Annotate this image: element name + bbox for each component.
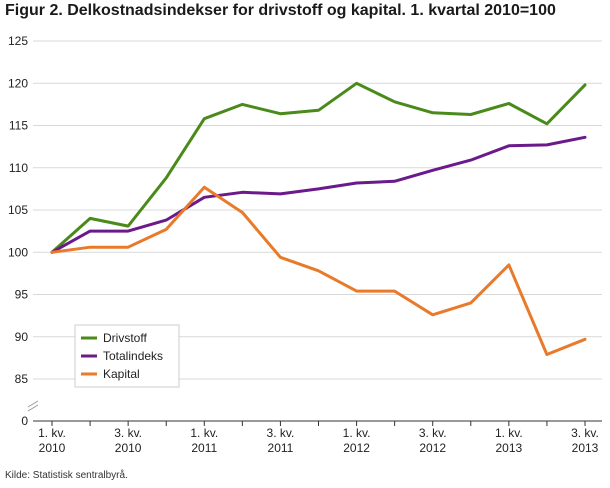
series-line-totalindeks	[50, 135, 587, 254]
legend: Drivstoff Totalindeks Kapital	[74, 324, 180, 388]
y-tick-label-0: 0	[21, 414, 28, 428]
y-tick-label-90: 90	[15, 330, 29, 344]
chart-title: Figur 2. Delkostnadsindekser for drivsto…	[5, 2, 556, 19]
legend-label-kapital: Kapital	[103, 367, 140, 381]
y-tick-label-85: 85	[15, 372, 29, 386]
x-tick-label-year: 2013	[496, 441, 523, 455]
x-tick-label-year: 2010	[115, 441, 142, 455]
x-tick-label-year: 2011	[191, 441, 217, 455]
series-line-drivstoff	[50, 81, 587, 254]
series-lines	[50, 81, 587, 356]
x-tick-label-quarter: 1. kv.	[343, 426, 371, 440]
x-tick-label-year: 2012	[419, 441, 446, 455]
x-tick-label-quarter: 1. kv.	[190, 426, 218, 440]
y-tick-label-105: 105	[8, 203, 28, 217]
y-tick-label-110: 110	[9, 161, 28, 175]
x-tick-label-year: 2011	[268, 441, 294, 455]
y-tick-label-120: 120	[8, 76, 28, 90]
x-tick-label-quarter: 1. kv.	[495, 426, 523, 440]
x-tick-label-year: 2010	[39, 441, 66, 455]
y-axis-ticks: 0 85 90 95 100 105 110 115 120 125	[8, 34, 28, 428]
legend-label-drivstoff: Drivstoff	[103, 331, 147, 345]
x-tick-label-year: 2013	[572, 441, 599, 455]
source-note: Kilde: Statistisk sentralbyrå.	[5, 470, 128, 481]
axis-break-mark-2	[27, 404, 39, 412]
y-tick-label-95: 95	[15, 288, 29, 302]
axis-break-mark-1	[27, 400, 39, 408]
y-tick-label-125: 125	[8, 34, 28, 48]
x-tick-label-quarter: 1. kv.	[38, 426, 66, 440]
x-tick-label-quarter: 3. kv.	[267, 426, 295, 440]
y-tick-label-100: 100	[8, 245, 28, 259]
x-tick-label-quarter: 3. kv.	[419, 426, 447, 440]
x-tick-label-year: 2012	[343, 441, 370, 455]
axes	[27, 400, 602, 422]
series-line-kapital	[50, 185, 587, 356]
y-tick-label-115: 115	[9, 119, 28, 133]
legend-label-totalindeks: Totalindeks	[103, 349, 163, 363]
grid-lines	[33, 40, 602, 380]
x-tick-label-quarter: 3. kv.	[571, 426, 599, 440]
x-tick-label-quarter: 3. kv.	[114, 426, 142, 440]
